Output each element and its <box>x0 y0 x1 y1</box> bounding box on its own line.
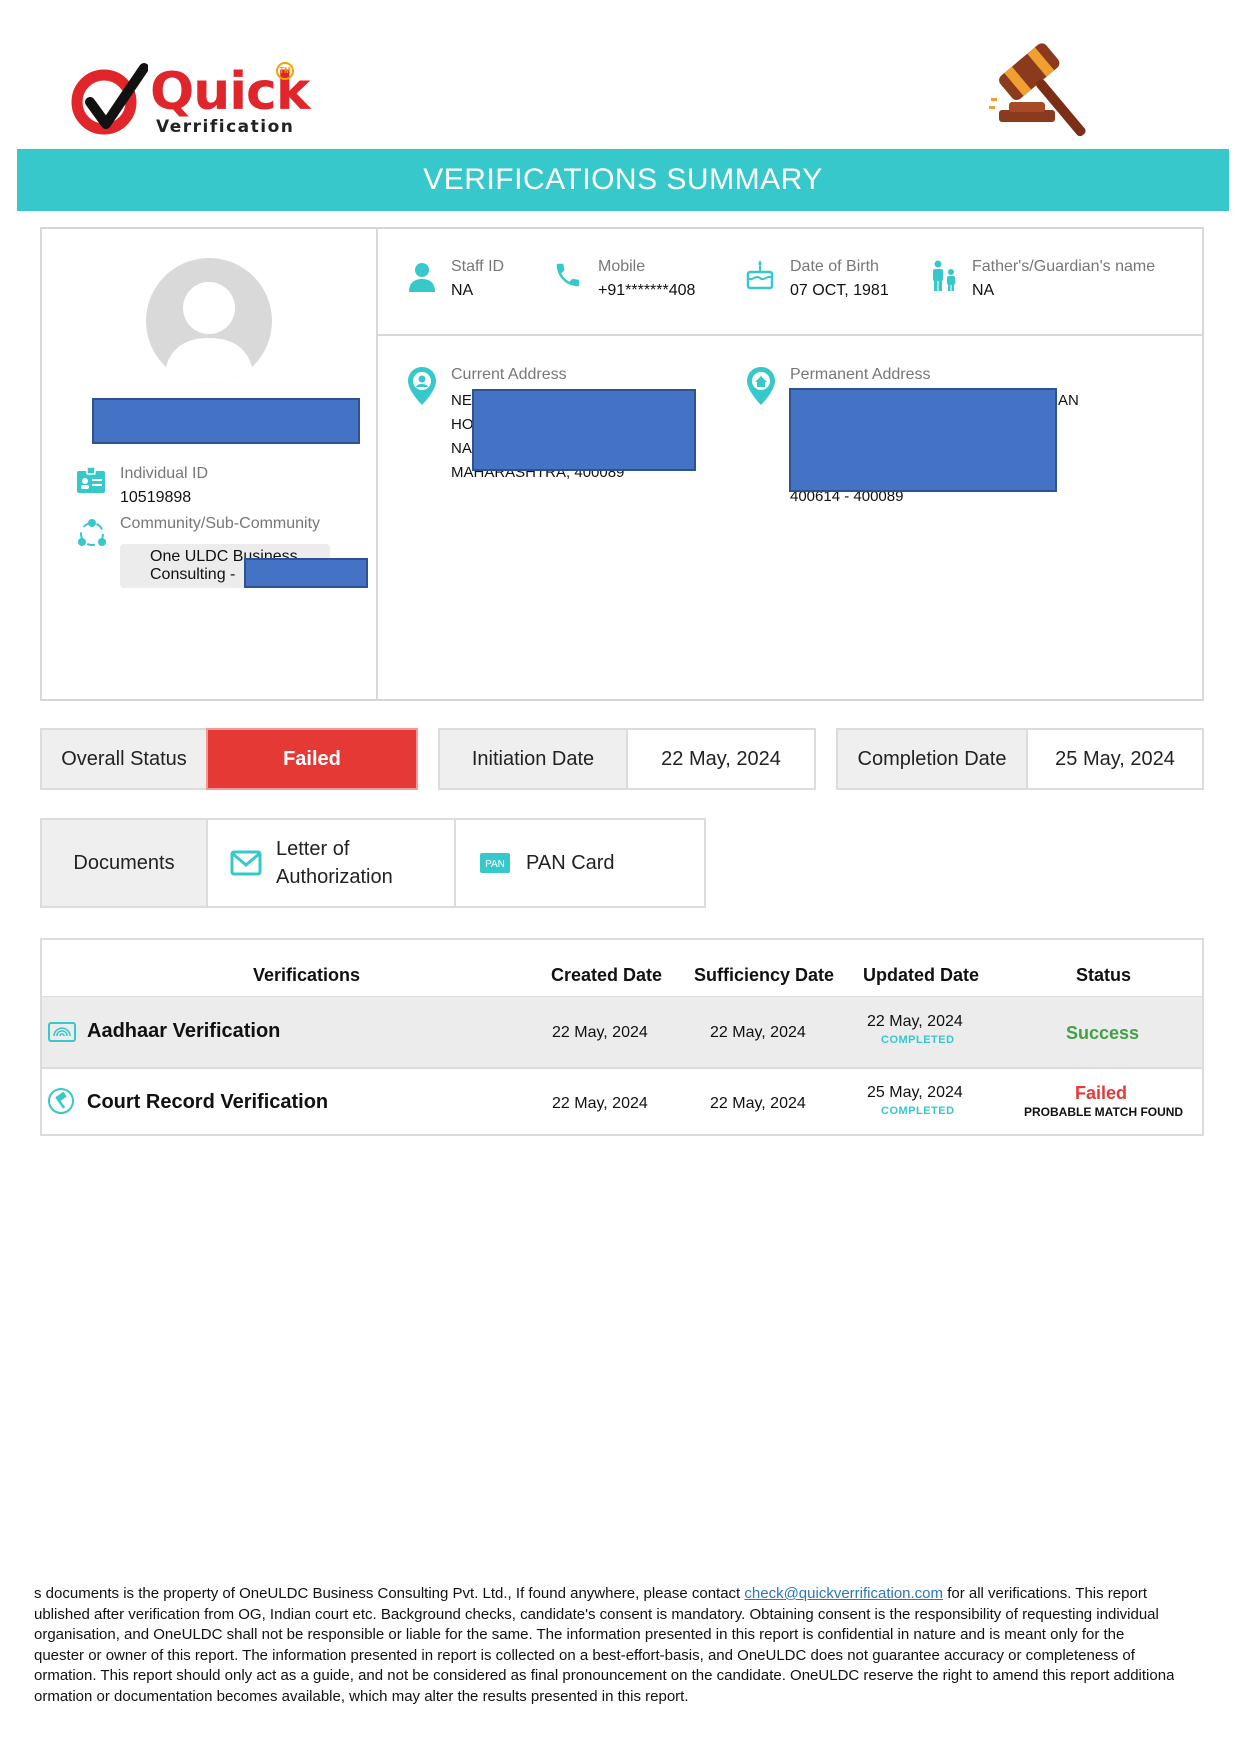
updated-date-cell: 22 May, 2024 <box>867 1013 963 1030</box>
verification-name: Court Record Verification <box>87 1091 329 1113</box>
table-row <box>42 997 1202 1067</box>
disclaimer-line: ormation. This report should only act as… <box>34 1667 1174 1684</box>
staff-id-label: Staff ID <box>451 258 505 275</box>
disclaimer-line: s documents is the property of OneULDC B… <box>34 1584 1174 1605</box>
updated-status-sub: COMPLETED <box>881 1034 955 1046</box>
redacted-permanent-address <box>789 388 1057 492</box>
table-header-updated-date: Updated Date <box>863 965 980 985</box>
disclaimer-line: quester or owner of this report. The inf… <box>34 1646 1135 1664</box>
sufficiency-date-cell: 22 May, 2024 <box>710 1024 806 1041</box>
community-line-2: Consulting - <box>150 566 236 583</box>
home-pin-icon <box>747 367 775 405</box>
redacted-community <box>244 558 368 588</box>
table-header-created-date: Created Date <box>551 965 663 985</box>
initiation-date-label: Initiation Date <box>438 728 628 790</box>
pan-card-icon: PAN <box>480 853 510 873</box>
completion-date-label: Completion Date <box>836 728 1028 790</box>
status-badge-success: Success <box>1066 1023 1140 1043</box>
mobile-label: Mobile <box>598 258 646 275</box>
document-name-line-1: Letter of <box>276 838 350 860</box>
disclaimer-text: for all verifications. This report <box>943 1585 1147 1602</box>
footer-disclaimer: s documents is the property of OneULDC B… <box>34 1584 1174 1707</box>
disclaimer-line: organisation, and OneULDC shall not be r… <box>34 1626 1125 1643</box>
court-gavel-badge-icon <box>48 1088 74 1114</box>
current-address-label: Current Address <box>451 366 567 383</box>
redacted-current-address <box>472 389 696 471</box>
page-title-banner: VERIFICATIONS SUMMARY <box>17 149 1229 211</box>
updated-date-cell: 25 May, 2024 <box>867 1084 963 1101</box>
disclaimer-line: ormation or documentation becomes availa… <box>34 1687 689 1705</box>
gavel-icon <box>989 43 1086 137</box>
overall-status-badge: Failed <box>206 728 418 790</box>
created-date-cell: 22 May, 2024 <box>552 1024 648 1041</box>
dob-label: Date of Birth <box>790 258 879 275</box>
guardian-label: Father's/Guardian's name <box>972 258 1156 275</box>
dob-value: 07 OCT, 1981 <box>790 282 889 299</box>
verification-name: Aadhaar Verification <box>87 1020 281 1042</box>
id-card-icon <box>77 466 105 493</box>
card-divider <box>376 334 1204 336</box>
table-divider <box>42 1067 1202 1069</box>
birthday-cake-icon <box>746 260 774 290</box>
community-icon <box>78 519 106 546</box>
phone-icon <box>556 263 580 287</box>
company-logo: Quick TM Verrification <box>68 62 310 142</box>
staff-id-value: NA <box>451 282 474 299</box>
location-pin-icon <box>408 367 436 405</box>
individual-id-label: Individual ID <box>120 465 209 482</box>
current-address-line: NA <box>451 440 472 457</box>
table-header-verifications: Verifications <box>253 965 361 985</box>
document-name: Letter of Authorization <box>276 835 393 891</box>
created-date-cell: 22 May, 2024 <box>552 1095 648 1112</box>
person-icon <box>409 263 435 292</box>
pan-badge-text: PAN <box>485 859 505 870</box>
guardian-value: NA <box>972 282 995 299</box>
disclaimer-text: s documents is the property of OneULDC B… <box>34 1585 745 1602</box>
community-label: Community/Sub-Community <box>120 515 321 532</box>
completion-date-value: 25 May, 2024 <box>1026 728 1204 790</box>
document-pan-card[interactable]: PAN PAN Card <box>454 818 706 908</box>
initiation-date-value: 22 May, 2024 <box>626 728 816 790</box>
logo-q-check-icon <box>71 63 148 135</box>
permanent-address-last-line: 400614 - 400089 <box>790 488 904 505</box>
disclaimer-line: ublished after verification from OG, Ind… <box>34 1605 1159 1623</box>
current-address-line: HO <box>451 416 474 433</box>
logo-subtitle: Verrification <box>156 117 295 137</box>
document-name-line-2: Authorization <box>276 866 393 888</box>
document-name: PAN Card <box>526 852 615 874</box>
redacted-name <box>92 398 360 444</box>
avatar-silhouette-icon <box>164 282 254 384</box>
avatar <box>146 258 272 384</box>
status-sub-note: PROBABLE MATCH FOUND <box>1024 1105 1184 1119</box>
sufficiency-date-cell: 22 May, 2024 <box>710 1095 806 1112</box>
family-icon <box>933 260 955 291</box>
logo-trademark: TM <box>276 62 294 80</box>
contact-email-link[interactable]: check@quickverrification.com <box>744 1585 944 1602</box>
individual-id-value: 10519898 <box>120 489 192 506</box>
card-divider <box>376 227 378 701</box>
table-divider <box>42 996 1202 997</box>
fingerprint-card-icon <box>48 1022 76 1042</box>
updated-status-sub: COMPLETED <box>881 1105 955 1117</box>
mail-icon <box>230 850 262 876</box>
status-badge-failed: Failed <box>1075 1083 1128 1103</box>
documents-label: Documents <box>40 818 208 908</box>
verifications-table <box>40 938 1204 1136</box>
overall-status-label: Overall Status <box>40 728 208 790</box>
mobile-value: +91*******408 <box>598 282 696 299</box>
current-address-line: NE <box>451 392 472 409</box>
permanent-address-label: Permanent Address <box>790 366 931 383</box>
profile-card <box>40 227 1204 701</box>
table-header-sufficiency-date: Sufficiency Date <box>694 965 835 985</box>
permanent-address-trail: AN <box>1058 392 1079 409</box>
document-letter-of-authorization[interactable]: Letter of Authorization <box>206 818 456 908</box>
table-header-status: Status <box>1076 965 1132 985</box>
